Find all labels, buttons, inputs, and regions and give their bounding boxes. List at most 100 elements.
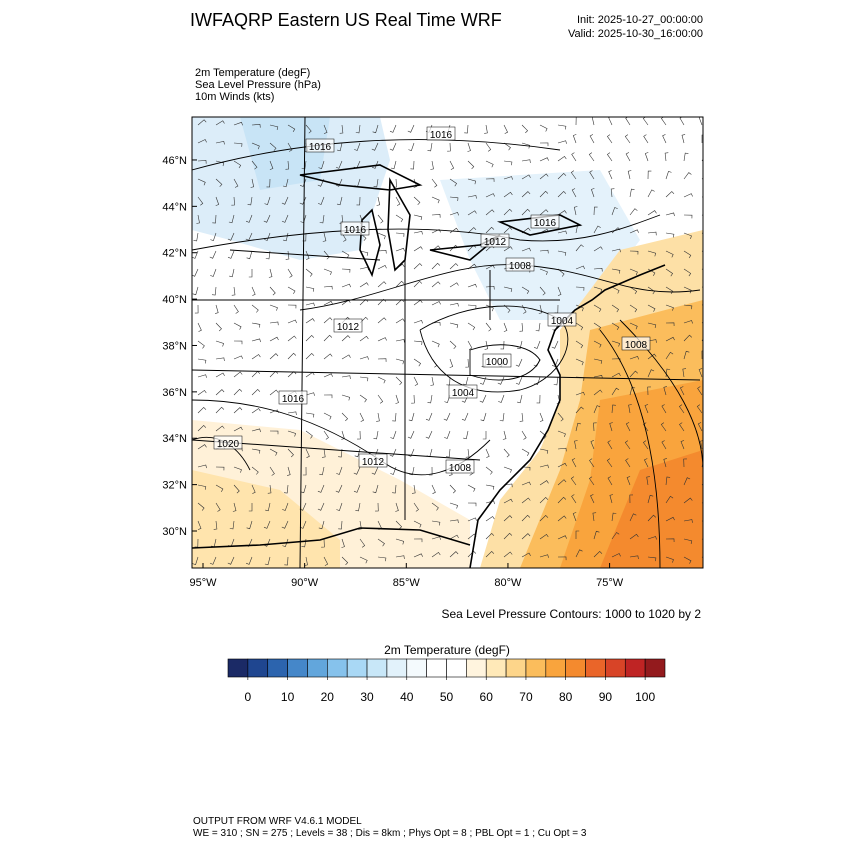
wind-barb: [431, 178, 438, 188]
wind-barb: [192, 250, 199, 259]
wind-barb: [192, 268, 199, 277]
colorbar-box: [247, 658, 269, 678]
colorbar-box: [287, 658, 308, 678]
wind-barb: [665, 351, 674, 360]
wind-barb: [246, 520, 253, 530]
wind-barb: [647, 339, 657, 343]
wind-barb: [212, 214, 217, 224]
wind-barb: [575, 286, 585, 291]
wind-barb: [323, 556, 329, 566]
wind-barb: [611, 372, 621, 378]
wind-barb: [467, 283, 477, 288]
contour-label: 1012: [484, 237, 507, 248]
wind-barb: [609, 494, 614, 504]
wind-barb: [535, 322, 541, 332]
wind-barb: [318, 160, 325, 169]
wind-barb: [449, 263, 459, 270]
lon-tick-label: 90°W: [291, 577, 319, 589]
wind-barb: [557, 140, 567, 144]
wind-barb: [665, 250, 674, 258]
wind-barb: [251, 160, 258, 170]
wind-barb: [357, 430, 361, 440]
lat-tick-label: 38°N: [162, 340, 187, 352]
wind-barb: [287, 124, 296, 132]
wind-barb: [372, 484, 379, 494]
wind-barb: [305, 430, 313, 439]
wind-barb: [611, 304, 620, 313]
colorbar-tick-label: 10: [281, 690, 295, 704]
wind-barb: [395, 358, 405, 365]
wind-barb: [395, 555, 405, 559]
wind-barb: [215, 160, 225, 167]
wind-barb: [338, 520, 343, 530]
wind-barb: [233, 407, 243, 414]
wind-barb: [610, 188, 615, 198]
wind-barb: [647, 304, 656, 312]
wind-barb: [557, 268, 565, 277]
wind-barb: [341, 556, 349, 566]
wind-barb: [377, 394, 384, 404]
wind-barb: [571, 152, 577, 162]
wind-barb: [608, 170, 613, 180]
pressure-contour: [599, 329, 661, 568]
wind-barb: [390, 430, 397, 439]
wind-barb: [413, 178, 418, 188]
wind-barb: [647, 231, 657, 236]
wind-barb: [683, 477, 691, 486]
wind-barb: [269, 466, 275, 476]
colorbar-box: [406, 658, 427, 678]
wind-barb: [629, 370, 639, 378]
wind-barb: [233, 142, 243, 147]
contour-label: 1012: [337, 322, 360, 333]
wind-barb: [589, 458, 595, 468]
wind-barb: [413, 263, 423, 270]
wind-barb: [269, 430, 279, 435]
wind-barb: [341, 250, 350, 258]
wind-barb: [411, 484, 416, 494]
wind-barb: [575, 244, 584, 252]
wind-barb: [449, 551, 459, 558]
wind-barb: [197, 520, 202, 530]
wind-barb: [643, 458, 649, 468]
wind-barb: [606, 458, 613, 468]
wind-barb: [572, 512, 577, 522]
wind-barb: [539, 173, 549, 180]
wind-barb: [629, 268, 638, 276]
wind-barb: [665, 191, 675, 198]
wind-barb: [485, 500, 495, 505]
wind-barb: [389, 142, 397, 151]
wind-barb: [319, 466, 325, 476]
wind-barb: [467, 178, 477, 185]
wind-barb: [539, 142, 549, 147]
wind-barb: [679, 386, 685, 396]
wind-barb: [269, 389, 279, 396]
wind-barb: [305, 124, 312, 134]
wind-barb: [539, 480, 549, 486]
lat-tick-label: 32°N: [162, 480, 187, 492]
wind-barb: [431, 551, 441, 558]
wind-barb: [231, 286, 236, 296]
wind-barb: [665, 538, 675, 543]
footer-line: OUTPUT FROM WRF V4.6.1 MODEL: [193, 816, 362, 827]
wind-barb: [644, 404, 649, 414]
wind-barb: [629, 286, 638, 295]
wind-barb: [323, 430, 329, 440]
wind-barb: [485, 304, 494, 312]
wind-barb: [359, 394, 367, 403]
contour-label-box: [505, 257, 535, 272]
wind-barb: [251, 322, 261, 328]
contour-label-box: [278, 390, 308, 405]
wind-barb: [231, 196, 235, 206]
wind-barb: [485, 209, 495, 216]
wind-barb: [485, 550, 495, 558]
wind-barb: [573, 206, 578, 216]
wind-barb: [503, 515, 513, 522]
wind-barb: [209, 250, 217, 259]
colorbar-box: [346, 658, 368, 678]
wind-barb: [197, 424, 207, 432]
colorbar-tick-label: 100: [635, 690, 655, 704]
wind-barb: [213, 520, 218, 530]
wind-barb: [232, 502, 237, 512]
wind-barb: [503, 160, 513, 166]
